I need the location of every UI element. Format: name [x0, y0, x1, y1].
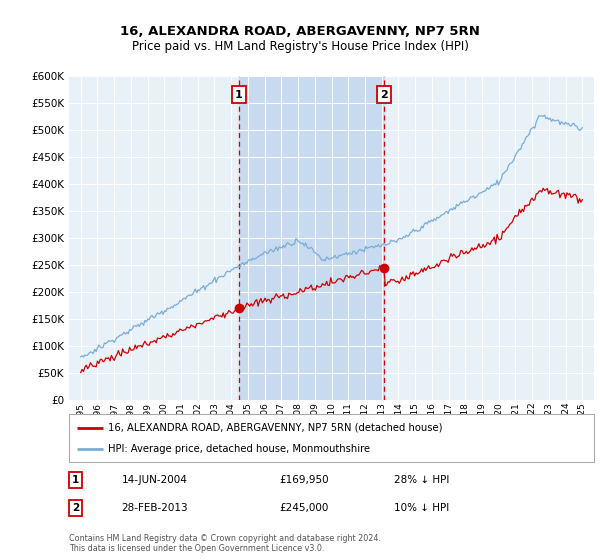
Text: 1: 1 — [71, 475, 79, 485]
Text: Price paid vs. HM Land Registry's House Price Index (HPI): Price paid vs. HM Land Registry's House … — [131, 40, 469, 53]
Text: 28% ↓ HPI: 28% ↓ HPI — [395, 475, 450, 485]
Bar — [239, 76, 385, 400]
Text: 10% ↓ HPI: 10% ↓ HPI — [395, 503, 450, 513]
Text: 14-JUN-2004: 14-JUN-2004 — [121, 475, 187, 485]
Text: HPI: Average price, detached house, Monmouthshire: HPI: Average price, detached house, Monm… — [109, 444, 371, 454]
Text: 2: 2 — [380, 90, 388, 100]
Text: 16, ALEXANDRA ROAD, ABERGAVENNY, NP7 5RN (detached house): 16, ALEXANDRA ROAD, ABERGAVENNY, NP7 5RN… — [109, 423, 443, 433]
Text: 1: 1 — [235, 90, 243, 100]
Text: 28-FEB-2013: 28-FEB-2013 — [121, 503, 188, 513]
Text: £245,000: £245,000 — [279, 503, 328, 513]
Text: 16, ALEXANDRA ROAD, ABERGAVENNY, NP7 5RN: 16, ALEXANDRA ROAD, ABERGAVENNY, NP7 5RN — [120, 25, 480, 38]
Text: Contains HM Land Registry data © Crown copyright and database right 2024.
This d: Contains HM Land Registry data © Crown c… — [69, 534, 381, 553]
Text: 2: 2 — [71, 503, 79, 513]
Text: £169,950: £169,950 — [279, 475, 329, 485]
